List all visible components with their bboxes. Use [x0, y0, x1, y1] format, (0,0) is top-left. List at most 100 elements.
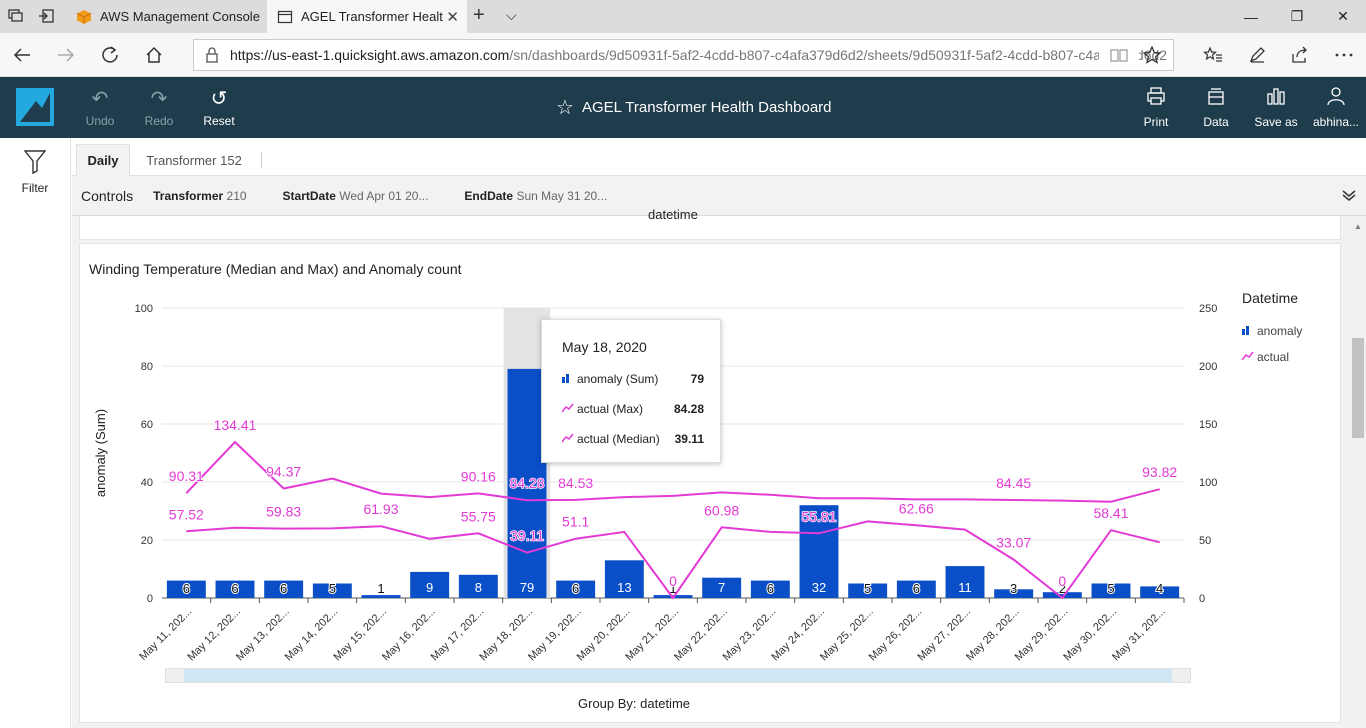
dashboard-title-text: AGEL Transformer Health Dashboard [581, 99, 832, 116]
filter-button[interactable]: Filter [0, 150, 70, 195]
control-startdate[interactable]: StartDate Wed Apr 01 20... [283, 189, 429, 203]
quicksight-logo[interactable] [16, 88, 54, 126]
reset-button[interactable]: ↺ Reset [200, 77, 238, 138]
line-value-label: 62.66 [899, 500, 934, 516]
bar-value-label: 3 [1010, 581, 1017, 596]
tab-list-chevron-icon[interactable]: ⌵ [506, 7, 517, 23]
bar-value-label: 79 [520, 580, 534, 595]
bar-value-label: 6 [183, 581, 190, 596]
chart-scrollbar-thumb[interactable] [184, 669, 1172, 682]
line-legend-icon [561, 402, 574, 416]
bar [896, 580, 936, 598]
y-tick-label: 60 [141, 419, 153, 431]
filter-label: Filter [21, 181, 49, 195]
bar [166, 580, 206, 598]
scroll-up-icon[interactable]: ▲ [1354, 222, 1362, 231]
y2-tick-label: 50 [1199, 535, 1211, 547]
legend-item-actual[interactable]: actual [1241, 350, 1289, 364]
bar-chart-icon [1266, 86, 1286, 111]
pen-icon[interactable] [1235, 33, 1279, 77]
line-value-label: 90.31 [169, 468, 204, 484]
reset-icon: ↺ [210, 87, 228, 110]
print-button[interactable]: Print [1136, 77, 1176, 138]
bar [556, 580, 596, 598]
line-value-label: 84.45 [996, 475, 1031, 491]
left-toolbar: Filter [0, 138, 71, 728]
tab-daily[interactable]: Daily [76, 144, 130, 176]
restore-button[interactable]: ❐ [1290, 8, 1304, 24]
data-button[interactable]: Data [1196, 77, 1236, 138]
tab-transformer-152[interactable]: Transformer 152 [146, 152, 242, 168]
close-tab-icon[interactable]: ✕ [446, 9, 459, 26]
more-icon[interactable] [1322, 33, 1366, 77]
set-aside-tabs-icon[interactable] [38, 9, 54, 23]
tooltip-row-actual-median: actual (Median) 39.11 [561, 432, 704, 446]
bar [702, 577, 742, 598]
close-window-button[interactable]: ✕ [1337, 8, 1349, 24]
user-icon [1326, 86, 1346, 111]
bar-value-label: 6 [280, 581, 287, 596]
y-tick-label: 80 [141, 361, 153, 373]
browser-tab-aws-console[interactable]: AWS Management Console [66, 0, 266, 33]
line-value-label: 55.81 [801, 508, 836, 524]
control-value: Sun May 31 20... [516, 188, 608, 203]
bar [215, 580, 255, 598]
bar-value-label: 13 [617, 580, 631, 595]
expand-controls-chevron-icon[interactable] [1342, 189, 1356, 204]
tooltip-label: anomaly (Sum) [577, 372, 659, 386]
y-tick-label: 0 [147, 593, 153, 605]
address-bar[interactable]: https://us-east-1.quicksight.aws.amazon.… [193, 39, 1174, 71]
y2-tick-label: 150 [1199, 419, 1217, 431]
y-tick-label: 20 [141, 535, 153, 547]
back-arrow-icon[interactable] [0, 33, 44, 77]
data-icon [1206, 86, 1226, 111]
group-by-label: Group By: datetime [578, 696, 690, 711]
favorite-star-icon[interactable]: ☆ [556, 97, 574, 119]
control-value: Wed Apr 01 20... [339, 188, 429, 203]
refresh-icon[interactable] [88, 33, 132, 77]
visual-card[interactable]: Winding Temperature (Median and Max) and… [79, 243, 1341, 723]
data-label: Data [1203, 115, 1229, 129]
user-menu-button[interactable]: abhina... [1308, 77, 1364, 138]
new-tab-button[interactable]: + [473, 4, 485, 26]
scrollbar-thumb[interactable] [1352, 338, 1364, 438]
reading-view-icon[interactable] [1099, 40, 1139, 70]
browser-tab-strip: AWS Management Console AGEL Transformer … [0, 0, 1366, 33]
minimize-button[interactable]: — [1244, 8, 1258, 25]
browser-nav-bar: https://us-east-1.quicksight.aws.amazon.… [0, 33, 1366, 77]
chart-tooltip: May 18, 2020 anomaly (Sum) 79 actual (Ma… [541, 319, 721, 463]
tooltip-label: actual (Median) [577, 432, 660, 446]
bar [312, 583, 352, 598]
browser-tab-agel[interactable]: AGEL Transformer Healt ✕ [267, 0, 467, 33]
star-icon[interactable] [1130, 33, 1174, 77]
tab-title: AGEL Transformer Healt [301, 9, 443, 24]
tab-actions-icon[interactable] [8, 9, 24, 23]
control-transformer[interactable]: Transformer 210 [153, 189, 246, 203]
legend-item-anomaly[interactable]: anomaly [1242, 324, 1302, 338]
control-enddate[interactable]: EndDate Sun May 31 20... [464, 189, 607, 203]
save-as-button[interactable]: Save as [1252, 77, 1300, 138]
redo-icon: ↷ [150, 87, 168, 110]
line-value-label: 51.1 [562, 514, 589, 530]
bar [1140, 586, 1180, 598]
line-value-label: 94.37 [266, 464, 301, 480]
line-value-label: 58.41 [1093, 505, 1128, 521]
chart-scrollbar[interactable] [165, 668, 1191, 683]
bar-value-label: 6 [767, 581, 774, 596]
reset-label: Reset [203, 113, 235, 128]
undo-button[interactable]: ↶ Undo [82, 77, 118, 138]
tab-divider [261, 152, 262, 168]
line-value-label: 59.83 [266, 504, 301, 520]
share-icon[interactable] [1278, 33, 1322, 77]
forward-arrow-icon[interactable] [44, 33, 88, 77]
home-icon[interactable] [132, 33, 176, 77]
bar-value-label: 1 [377, 581, 384, 596]
y2-tick-label: 200 [1199, 361, 1217, 373]
line-legend-icon [1241, 350, 1254, 364]
dashboard-title: ☆ AGEL Transformer Health Dashboard [556, 77, 832, 138]
redo-label: Redo [144, 113, 174, 128]
favorites-icon[interactable] [1191, 33, 1235, 77]
redo-button[interactable]: ↷ Redo [140, 77, 178, 138]
page-scrollbar[interactable]: ▲ [1350, 216, 1366, 728]
